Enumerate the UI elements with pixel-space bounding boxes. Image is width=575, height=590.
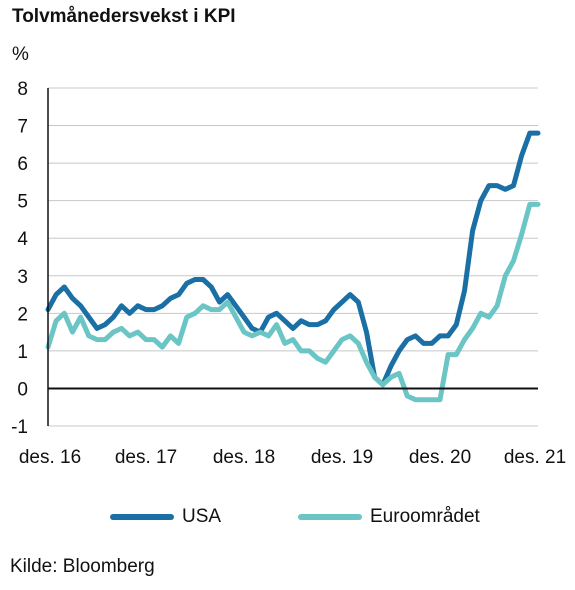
x-tick-label: des. 20 — [409, 447, 471, 468]
x-tick-label: des. 16 — [19, 447, 81, 468]
legend: USA Euroområdet — [0, 506, 575, 530]
y-tick-labels: -1 0 1 2 3 4 5 6 7 8 — [11, 79, 28, 438]
line-chart: -1 0 1 2 3 4 5 6 7 8 des. 16 des. 17 des. 18 des. 19… — [11, 79, 566, 468]
series-line-0 — [45, 130, 541, 388]
x-tick-label: des. 19 — [311, 447, 373, 468]
legend-item-usa: USA — [110, 506, 221, 528]
x-tick-label: des. 18 — [213, 447, 275, 468]
series-layer — [45, 130, 541, 403]
y-tick-label: 1 — [17, 342, 28, 363]
y-tick-label: 8 — [17, 79, 28, 100]
y-tick-label: 6 — [17, 154, 28, 175]
legend-item-euroomradet: Euroområdet — [298, 506, 480, 528]
y-tick-label: -1 — [11, 417, 28, 438]
legend-swatch-usa — [110, 514, 174, 520]
series-line-1 — [45, 201, 541, 403]
x-tick-label: des. 21 — [504, 447, 566, 468]
x-tick-label: des. 17 — [115, 447, 177, 468]
grid-layer — [48, 87, 538, 427]
y-tick-label: 2 — [17, 304, 28, 325]
legend-label-usa: USA — [182, 506, 222, 527]
legend-label-euroomradet: Euroområdet — [370, 506, 480, 527]
x-tick-labels: des. 16 des. 17 des. 18 des. 19 des. 20 des. … — [19, 447, 566, 468]
y-tick-label: 4 — [17, 229, 28, 250]
y-tick-label: 0 — [17, 379, 28, 400]
source-note: Kilde: Bloomberg — [10, 556, 155, 577]
legend-swatch-euroomradet — [298, 514, 362, 520]
y-tick-label: 3 — [17, 267, 28, 288]
y-axis-unit: % — [12, 44, 29, 65]
y-tick-label: 5 — [17, 192, 28, 213]
chart-title: Tolvmånedersvekst i KPI — [12, 6, 236, 27]
y-tick-label: 7 — [17, 117, 28, 138]
